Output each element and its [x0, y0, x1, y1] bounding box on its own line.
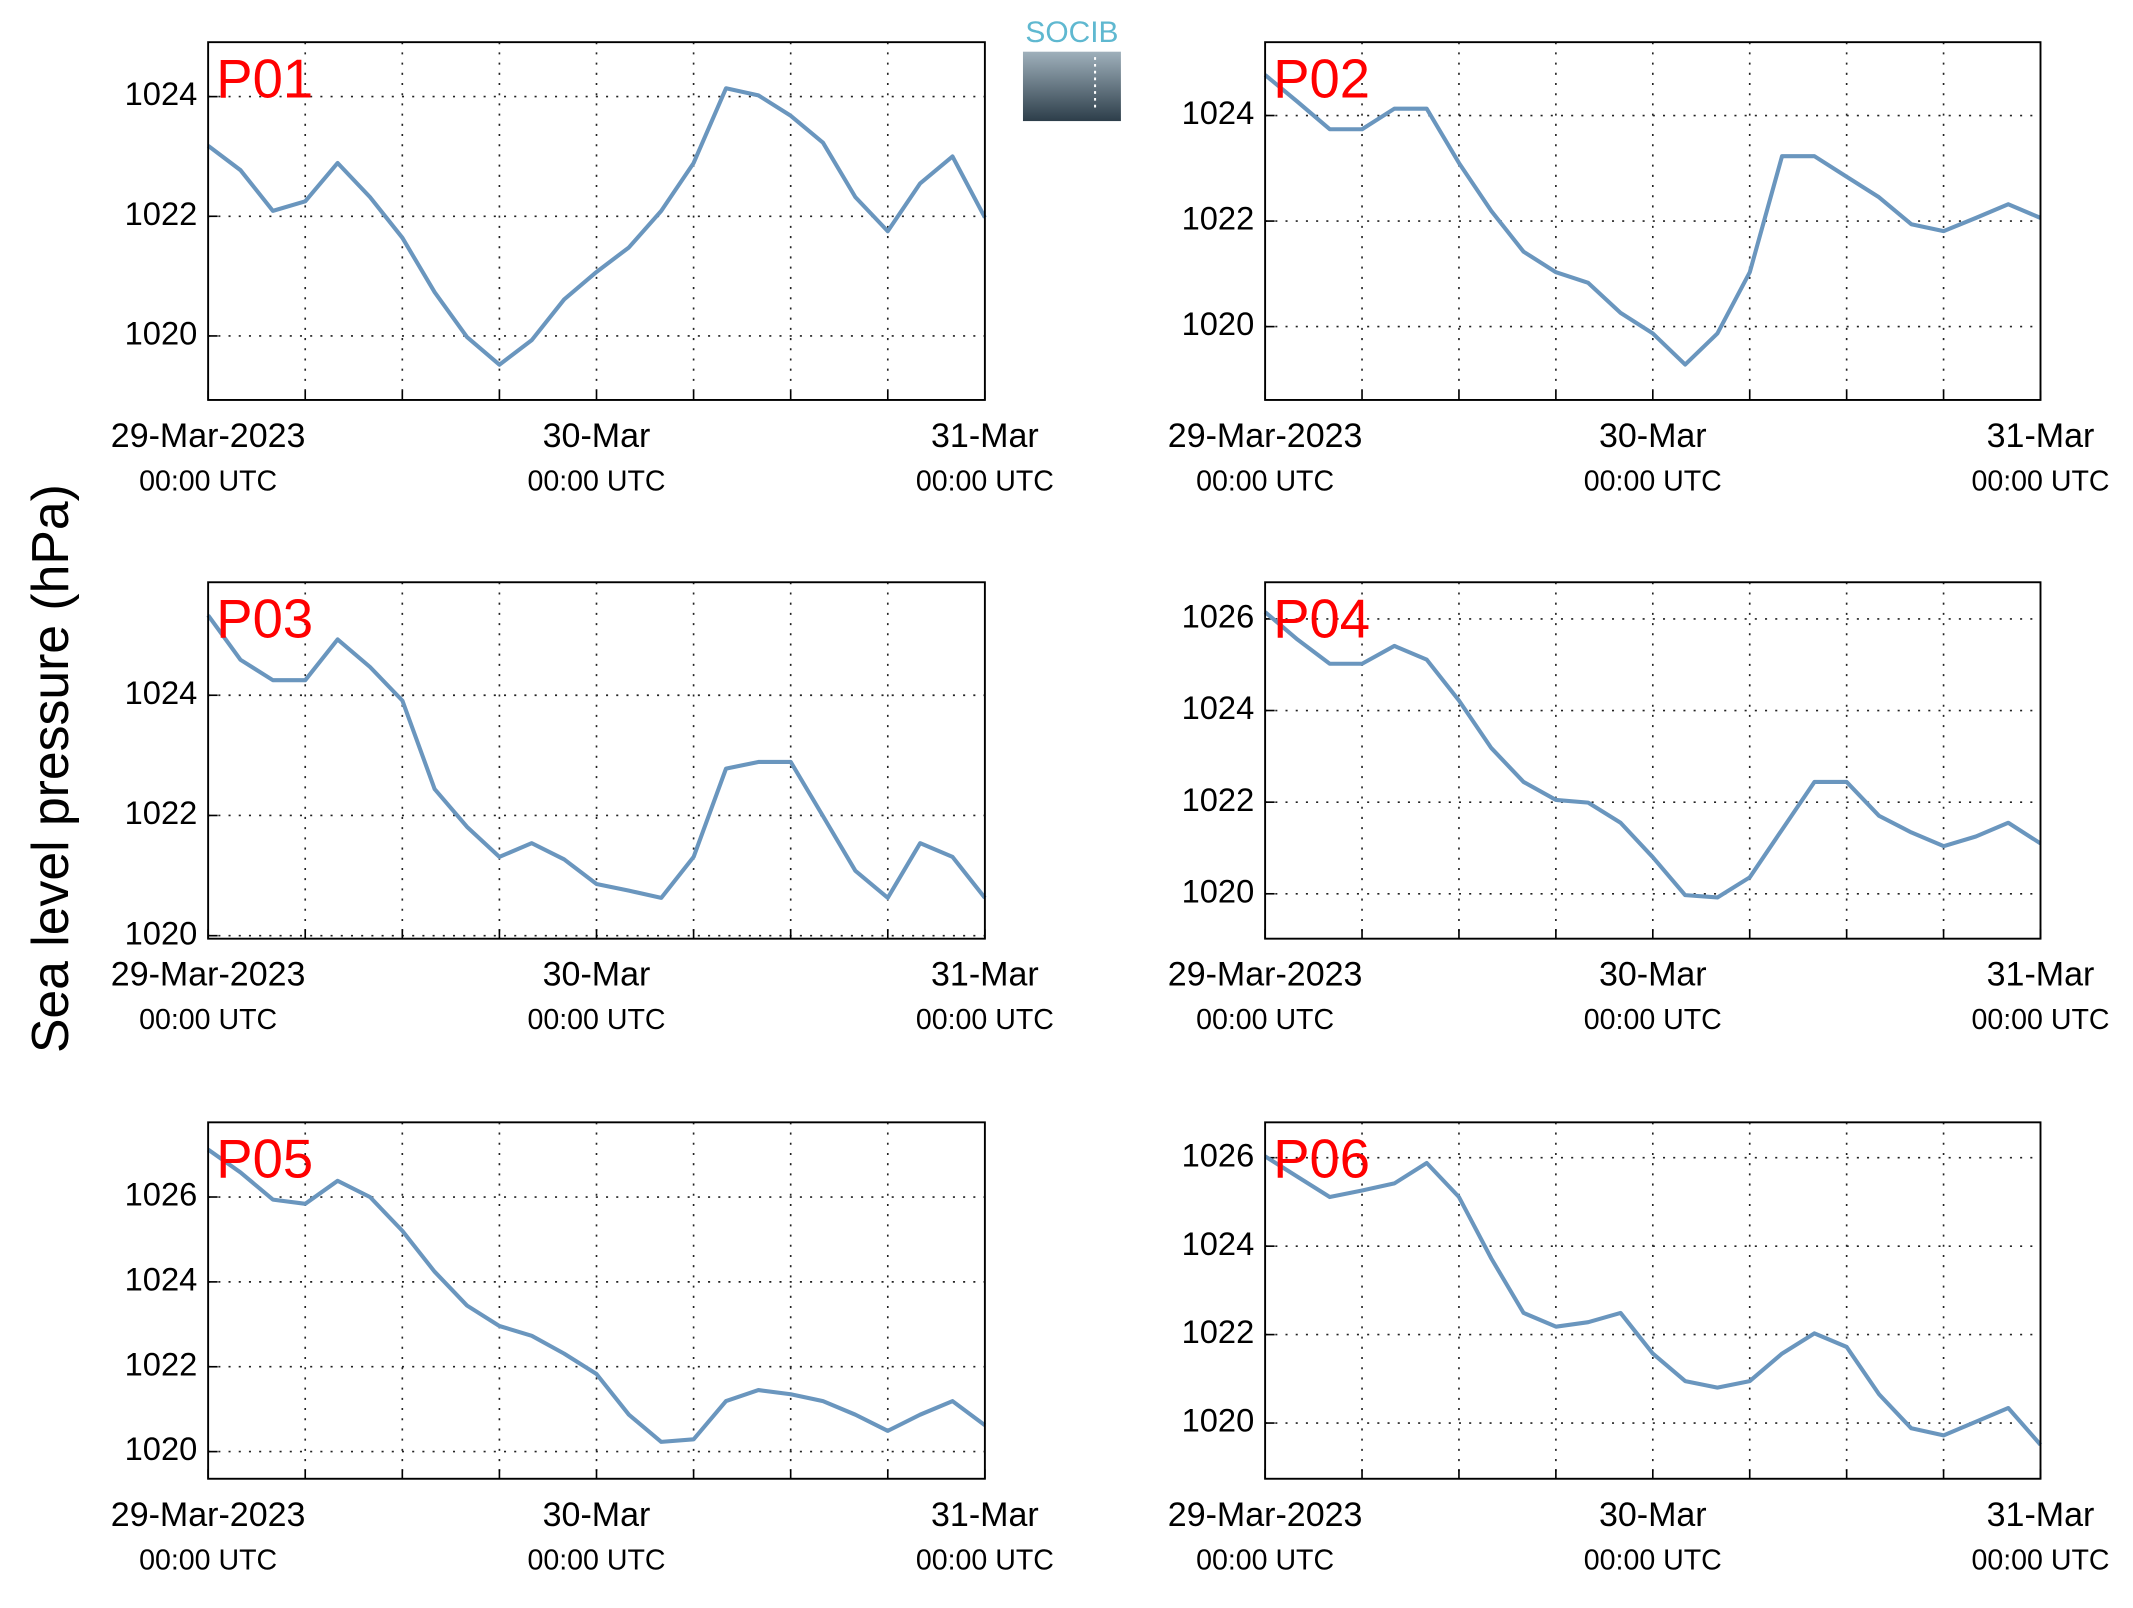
y-tick-label: 1024 [1182, 94, 1255, 131]
x-tick-sublabel: 00:00 UTC [1584, 1004, 1722, 1036]
x-tick-sublabel: 00:00 UTC [139, 1004, 277, 1036]
panel-title: P06 [1273, 1129, 1370, 1190]
x-tick-sublabel: 00:00 UTC [527, 1004, 665, 1036]
x-tick-label: 30-Mar [1599, 1496, 1707, 1534]
y-tick-label: 1024 [1182, 689, 1255, 726]
y-tick-label: 1024 [1182, 1225, 1255, 1262]
x-tick-sublabel: 00:00 UTC [1584, 465, 1722, 497]
x-tick-label: 30-Mar [1599, 417, 1707, 455]
y-tick-label: 1022 [1182, 200, 1255, 237]
data-line [206, 614, 987, 900]
x-tick-label: 29-Mar-2023 [111, 1496, 306, 1534]
plot-frame [207, 41, 986, 401]
y-axis-label: Sea level pressure (hPa) [21, 484, 79, 1053]
panel-title: P04 [1273, 588, 1370, 649]
y-tick-label: 1024 [125, 1261, 198, 1298]
data-line [206, 1147, 987, 1444]
y-tick-label: 1020 [1182, 872, 1255, 909]
plot-frame [1264, 1121, 2042, 1480]
y-tick-label: 1026 [1182, 598, 1255, 635]
x-tick-label: 31-Mar [1987, 1496, 2095, 1534]
plot-frame [207, 581, 986, 940]
x-tick-sublabel: 00:00 UTC [916, 1544, 1054, 1576]
y-tick-label: 1022 [125, 794, 198, 831]
data-line [206, 86, 987, 367]
panel-title: P03 [216, 588, 313, 649]
data-line [1264, 1154, 2043, 1447]
x-tick-label: 31-Mar [931, 417, 1039, 455]
y-tick-label: 1022 [125, 1345, 198, 1382]
panel-title: P02 [1273, 48, 1370, 109]
x-tick-sublabel: 00:00 UTC [139, 465, 277, 497]
x-tick-label: 30-Mar [543, 1496, 651, 1534]
x-tick-sublabel: 00:00 UTC [1196, 1004, 1334, 1036]
y-tick-label: 1020 [125, 1430, 198, 1467]
x-tick-label: 29-Mar-2023 [111, 417, 306, 455]
x-tick-label: 31-Mar [931, 1496, 1039, 1534]
x-tick-label: 29-Mar-2023 [111, 956, 306, 994]
x-tick-label: 29-Mar-2023 [1168, 1496, 1363, 1534]
x-tick-sublabel: 00:00 UTC [1196, 1544, 1334, 1576]
x-tick-sublabel: 00:00 UTC [916, 1004, 1054, 1036]
x-tick-sublabel: 00:00 UTC [1584, 1544, 1722, 1576]
y-tick-label: 1022 [1182, 781, 1255, 818]
y-tick-label: 1026 [125, 1176, 198, 1213]
x-tick-label: 29-Mar-2023 [1168, 417, 1363, 455]
plot-frame [207, 1121, 986, 1480]
x-tick-label: 31-Mar [1987, 417, 2095, 455]
y-tick-label: 1020 [125, 315, 198, 352]
x-tick-sublabel: 00:00 UTC [139, 1544, 277, 1576]
x-tick-label: 30-Mar [543, 417, 651, 455]
y-tick-label: 1024 [125, 75, 198, 112]
x-tick-label: 30-Mar [543, 956, 651, 994]
x-tick-sublabel: 00:00 UTC [527, 465, 665, 497]
y-tick-label: 1022 [125, 195, 198, 232]
y-tick-label: 1020 [125, 914, 198, 951]
y-tick-label: 1022 [1182, 1313, 1255, 1350]
x-tick-label: 29-Mar-2023 [1168, 956, 1363, 994]
y-tick-label: 1020 [1182, 1402, 1255, 1439]
x-tick-sublabel: 00:00 UTC [1971, 1544, 2109, 1576]
y-tick-label: 1020 [1182, 305, 1255, 342]
logo-text: SOCIB [1025, 16, 1118, 49]
panel-title: P01 [216, 48, 313, 109]
x-tick-label: 31-Mar [931, 956, 1039, 994]
plot-frame [1264, 581, 2042, 940]
plot-frame [1264, 41, 2042, 401]
panel-title: P05 [216, 1129, 313, 1190]
x-tick-label: 31-Mar [1987, 956, 2095, 994]
x-tick-sublabel: 00:00 UTC [527, 1544, 665, 1576]
y-tick-label: 1024 [125, 674, 198, 711]
logo-graphic [1022, 51, 1121, 122]
x-tick-sublabel: 00:00 UTC [1196, 465, 1334, 497]
y-tick-label: 1026 [1182, 1136, 1255, 1173]
x-tick-label: 30-Mar [1599, 956, 1707, 994]
data-line [1263, 610, 2042, 900]
x-tick-sublabel: 00:00 UTC [1971, 465, 2109, 497]
data-line [1263, 73, 2042, 367]
x-tick-sublabel: 00:00 UTC [1971, 1004, 2109, 1036]
x-tick-sublabel: 00:00 UTC [916, 465, 1054, 497]
